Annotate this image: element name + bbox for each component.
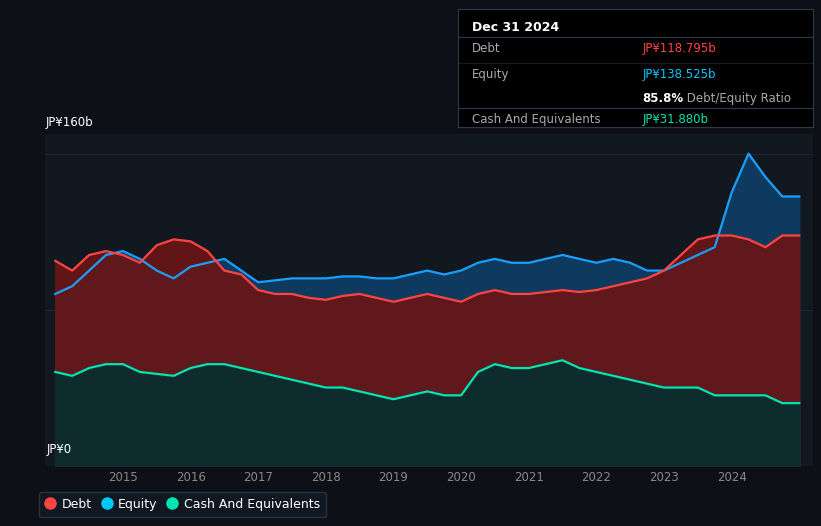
Text: JP¥160b: JP¥160b (45, 116, 93, 129)
Text: Cash And Equivalents: Cash And Equivalents (472, 113, 601, 126)
Text: 2024: 2024 (717, 471, 746, 484)
Text: JP¥0: JP¥0 (47, 442, 71, 456)
Text: Dec 31 2024: Dec 31 2024 (472, 21, 560, 34)
Text: JP¥118.795b: JP¥118.795b (643, 42, 716, 55)
Text: 2023: 2023 (649, 471, 679, 484)
Text: Debt: Debt (472, 42, 501, 55)
Legend: Debt, Equity, Cash And Equivalents: Debt, Equity, Cash And Equivalents (39, 492, 326, 517)
Text: 2022: 2022 (581, 471, 612, 484)
Text: 2018: 2018 (311, 471, 341, 484)
Text: 2015: 2015 (108, 471, 138, 484)
Text: 2016: 2016 (176, 471, 205, 484)
Text: Equity: Equity (472, 68, 510, 81)
Text: 2019: 2019 (378, 471, 408, 484)
Text: 2017: 2017 (243, 471, 273, 484)
Text: Debt/Equity Ratio: Debt/Equity Ratio (683, 92, 791, 105)
Text: JP¥31.880b: JP¥31.880b (643, 113, 709, 126)
Text: 2021: 2021 (514, 471, 544, 484)
Text: 85.8%: 85.8% (643, 92, 684, 105)
Text: JP¥138.525b: JP¥138.525b (643, 68, 716, 81)
Text: 2020: 2020 (447, 471, 476, 484)
